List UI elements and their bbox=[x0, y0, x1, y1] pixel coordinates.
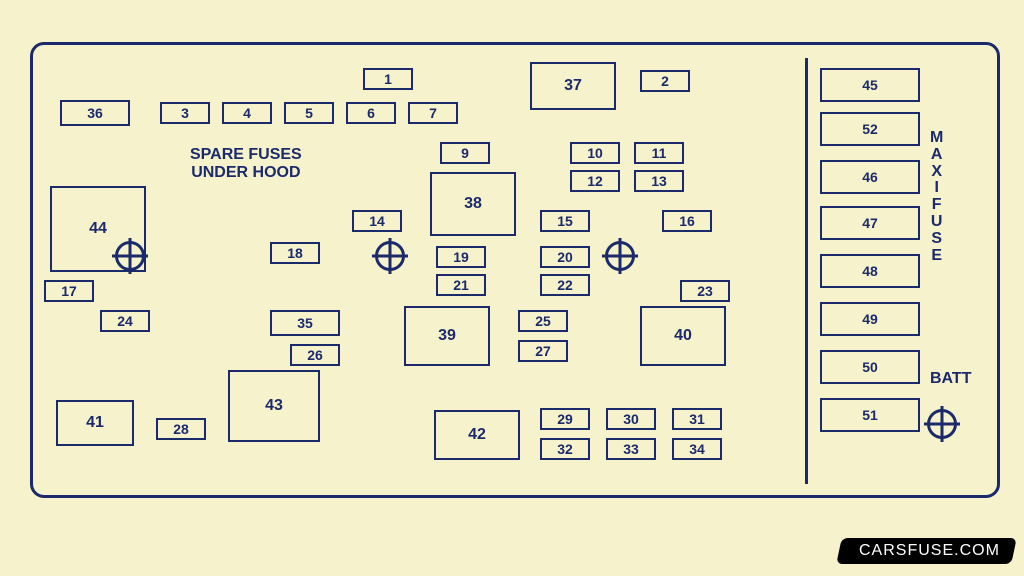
fuse-7: 7 bbox=[408, 102, 458, 124]
fuse-2: 2 bbox=[640, 70, 690, 92]
fuse-48: 48 bbox=[820, 254, 920, 288]
batt-label: BATT bbox=[930, 370, 971, 388]
fuse-49: 49 bbox=[820, 302, 920, 336]
fuse-47: 47 bbox=[820, 206, 920, 240]
fuse-27: 27 bbox=[518, 340, 568, 362]
maxifuse-label: MAXIFUSE bbox=[930, 130, 943, 264]
fuse-33: 33 bbox=[606, 438, 656, 460]
fuse-20: 20 bbox=[540, 246, 590, 268]
fuse-11: 11 bbox=[634, 142, 684, 164]
fuse-40: 40 bbox=[640, 306, 726, 366]
fuse-30: 30 bbox=[606, 408, 656, 430]
diagram-canvas: 1372363456791011121344381415161819201721… bbox=[0, 0, 1024, 576]
fuse-15: 15 bbox=[540, 210, 590, 232]
fuse-32: 32 bbox=[540, 438, 590, 460]
fuse-16: 16 bbox=[662, 210, 712, 232]
fuse-18: 18 bbox=[270, 242, 320, 264]
fuse-26: 26 bbox=[290, 344, 340, 366]
fuse-50: 50 bbox=[820, 350, 920, 384]
fuse-12: 12 bbox=[570, 170, 620, 192]
fuse-29: 29 bbox=[540, 408, 590, 430]
fuse-39: 39 bbox=[404, 306, 490, 366]
watermark: CARSFUSE.COM bbox=[836, 538, 1016, 564]
fuse-4: 4 bbox=[222, 102, 272, 124]
fuse-28: 28 bbox=[156, 418, 206, 440]
fuse-19: 19 bbox=[436, 246, 486, 268]
fuse-6: 6 bbox=[346, 102, 396, 124]
fuse-22: 22 bbox=[540, 274, 590, 296]
fuse-36: 36 bbox=[60, 100, 130, 126]
panel-divider bbox=[805, 58, 808, 484]
fuse-37: 37 bbox=[530, 62, 616, 110]
fuse-3: 3 bbox=[160, 102, 210, 124]
fuse-34: 34 bbox=[672, 438, 722, 460]
fuse-38: 38 bbox=[430, 172, 516, 236]
fuse-45: 45 bbox=[820, 68, 920, 102]
fuse-52: 52 bbox=[820, 112, 920, 146]
fuse-31: 31 bbox=[672, 408, 722, 430]
fuse-21: 21 bbox=[436, 274, 486, 296]
fuse-24: 24 bbox=[100, 310, 150, 332]
mounting-screw bbox=[115, 241, 145, 271]
fuse-10: 10 bbox=[570, 142, 620, 164]
fuse-1: 1 bbox=[363, 68, 413, 90]
mounting-screw bbox=[605, 241, 635, 271]
mounting-screw bbox=[927, 409, 957, 439]
spare-fuses-label: SPARE FUSES UNDER HOOD bbox=[190, 146, 302, 182]
fuse-5: 5 bbox=[284, 102, 334, 124]
fuse-43: 43 bbox=[228, 370, 320, 442]
fuse-42: 42 bbox=[434, 410, 520, 460]
fuse-35: 35 bbox=[270, 310, 340, 336]
fuse-13: 13 bbox=[634, 170, 684, 192]
mounting-screw bbox=[375, 241, 405, 271]
fuse-46: 46 bbox=[820, 160, 920, 194]
fuse-14: 14 bbox=[352, 210, 402, 232]
fuse-17: 17 bbox=[44, 280, 94, 302]
fuse-51: 51 bbox=[820, 398, 920, 432]
fuse-25: 25 bbox=[518, 310, 568, 332]
fuse-41: 41 bbox=[56, 400, 134, 446]
fuse-23: 23 bbox=[680, 280, 730, 302]
fuse-9: 9 bbox=[440, 142, 490, 164]
